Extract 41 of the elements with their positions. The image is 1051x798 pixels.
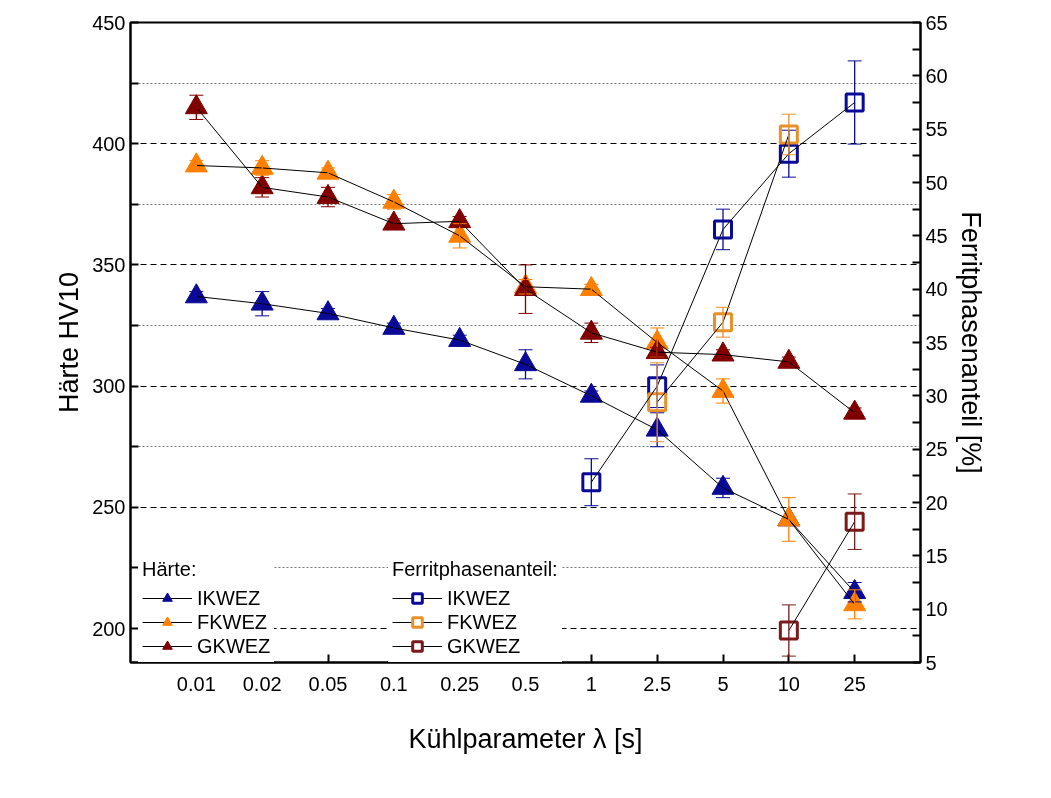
x-tick-label: 10 (777, 672, 800, 695)
legend-label: IKWEZ (447, 586, 511, 610)
x-tick-label: 5 (717, 672, 729, 695)
x-tick-label: 25 (843, 672, 866, 695)
x-axis-title: Kühlparameter λ [s] (408, 723, 643, 754)
y2-tick-label: 5 (925, 651, 937, 674)
legend-label: FKWEZ (197, 610, 267, 634)
legend-label: GKWEZ (447, 634, 521, 658)
y2-tick-label: 35 (925, 331, 948, 354)
annotation: Härte: (142, 558, 198, 581)
y-axis-title: Härte HV10 (54, 271, 85, 414)
y-tick-label: 350 (92, 253, 126, 276)
x-tick-label: 0.5 (511, 672, 540, 695)
y-tick-label: 200 (92, 617, 126, 640)
x-tick-label: 1 (585, 672, 597, 695)
y2-tick-label: 20 (925, 491, 948, 514)
y2-tick-label: 60 (925, 64, 948, 87)
y2-tick-label: 30 (925, 384, 948, 407)
y2-tick-label: 10 (925, 598, 948, 621)
y-tick-label: 300 (92, 375, 126, 398)
y2-tick-label: 45 (925, 224, 948, 247)
y2-axis-title: Ferritphasenanteil [%] (955, 211, 986, 474)
annotation: Ferritphasenanteil: (392, 558, 558, 581)
y2-tick-label: 25 (925, 438, 948, 461)
y2-tick-label: 55 (925, 118, 948, 141)
y-tick-label: 400 (92, 132, 126, 155)
x-tick-label: 0.02 (242, 672, 282, 695)
x-tick-label: 0.25 (440, 672, 480, 695)
y2-tick-label: 50 (925, 171, 948, 194)
x-tick-label: 0.1 (379, 672, 408, 695)
legend-label: GKWEZ (197, 634, 271, 658)
x-tick-label: 0.01 (176, 672, 216, 695)
x-tick-label: 2.5 (643, 672, 672, 695)
y2-tick-label: 15 (925, 544, 948, 567)
y2-tick-label: 65 (925, 11, 948, 34)
x-tick-label: 0.05 (308, 672, 348, 695)
legend-label: IKWEZ (197, 586, 261, 610)
legend-label: FKWEZ (447, 610, 517, 634)
y-tick-label: 250 (92, 496, 126, 519)
y-tick-label: 450 (92, 11, 126, 34)
y2-tick-label: 40 (925, 278, 948, 301)
